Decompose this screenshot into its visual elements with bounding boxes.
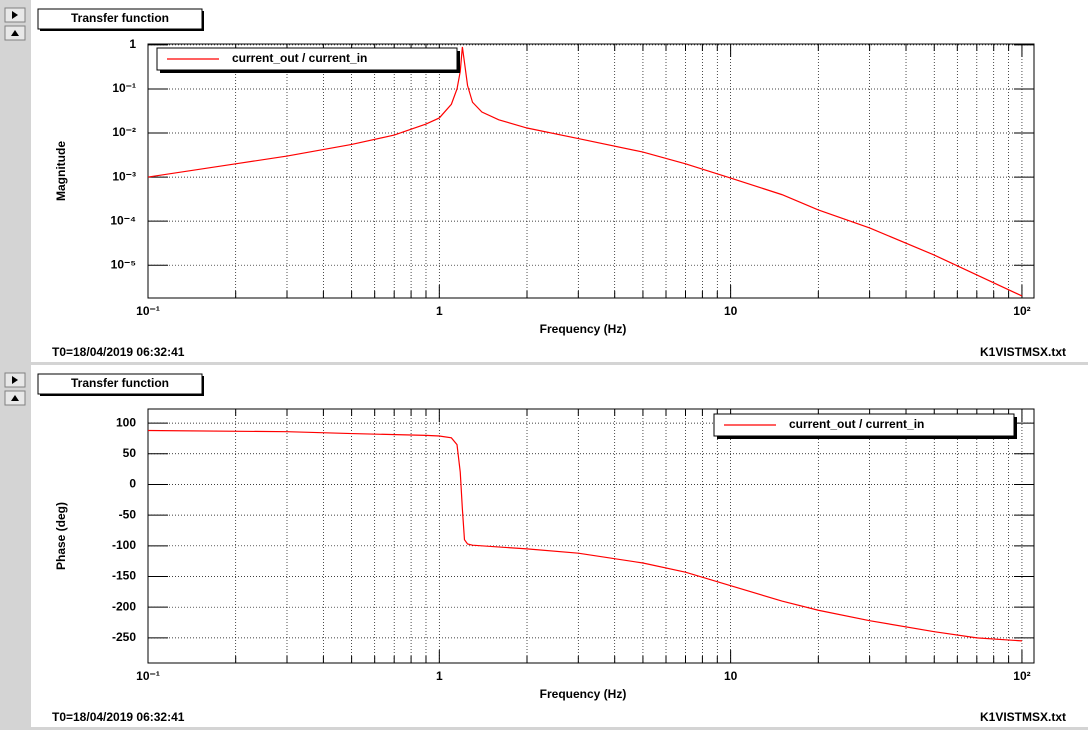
legend-label: current_out / current_in [789,417,924,431]
title-box [37,373,203,395]
chart-title: Transfer function [71,376,169,390]
y-tick-label: 50 [123,446,137,460]
footer-left: T0=18/04/2019 06:32:41 [52,710,185,724]
legend [713,413,1015,437]
y-tick-label: -200 [112,599,136,613]
series-line [148,46,1023,297]
x-tick-label: 10 [724,304,738,318]
y-tick-label: 100 [116,415,136,429]
chart-title: Transfer function [71,11,169,25]
x-tick-label: 10⁻¹ [136,304,160,318]
plot-frame [147,408,1035,664]
side-buttons [4,7,26,406]
y-tick-label: -250 [112,630,136,644]
collapse-icon [11,30,19,36]
x-tick-label: 1 [436,669,443,683]
legend [156,47,458,71]
y-tick-label: -100 [112,538,136,552]
x-tick-label: 1 [436,304,443,318]
x-tick-label: 10 [724,669,738,683]
footer-left: T0=18/04/2019 06:32:41 [52,345,185,359]
expand-icon [12,376,18,384]
x-axis-title: Frequency (Hz) [540,687,627,701]
y-tick-label: 10⁻⁵ [111,257,136,271]
x-tick-label: 10² [1013,304,1030,318]
y-axis-title: Magnitude [54,141,68,201]
x-tick-label: 10⁻¹ [136,669,160,683]
x-tick-label: 10² [1013,669,1030,683]
series-line [148,429,1022,642]
y-axis-title: Phase (deg) [54,502,68,570]
collapse-icon [11,395,19,401]
y-tick-label: 10⁻³ [112,169,136,183]
y-tick-label: 0 [129,477,136,491]
y-tick-label: 10⁻⁴ [110,213,136,227]
title-box [37,8,203,30]
y-tick-label: 10⁻¹ [112,81,136,95]
x-axis-title: Frequency (Hz) [540,322,627,336]
footer-right: K1VISTMSX.txt [980,345,1066,359]
y-tick-label: -150 [112,569,136,583]
y-tick-label: 10⁻² [112,125,136,139]
plot-frame [147,43,1035,299]
legend-label: current_out / current_in [232,51,367,65]
footer-right: K1VISTMSX.txt [980,710,1066,724]
y-tick-label: -50 [119,507,137,521]
expand-icon [12,11,18,19]
y-tick-label: 1 [129,37,136,51]
